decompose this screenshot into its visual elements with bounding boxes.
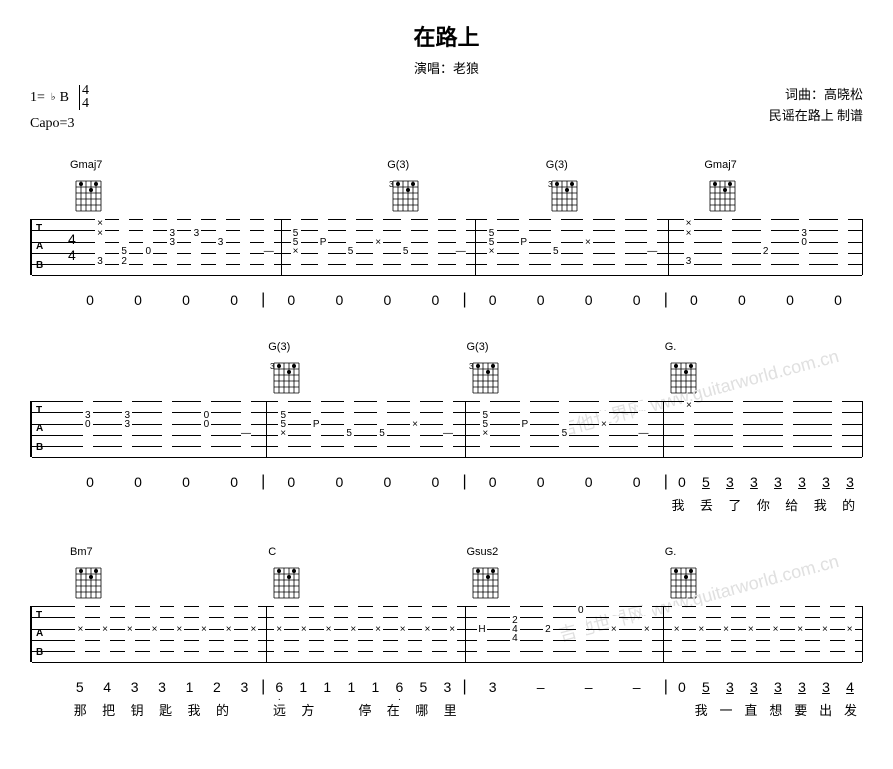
lyric-char: 直 [744,700,758,719]
lyric-char: 的 [842,495,856,514]
lyric-char: 方 [301,700,315,719]
lyric-char: 你 [756,495,770,514]
lyric-char: 了 [728,495,742,514]
chord-diagram: Bm7 [70,546,106,604]
chord-diagram: G. [665,341,701,399]
lyric-char: 那 [73,700,87,719]
lyric-char: 我 [187,700,201,719]
chord-diagram: G. [665,546,701,604]
lyric-char: 里 [443,700,457,719]
lyric-char [358,495,372,514]
singer-line: 演唱：老狼 [30,58,863,77]
system-1: Gmaj7 G(3) 3 G(3) 3 Gmaj7 TAB 44 ××35203… [30,157,863,309]
lyric-char: 发 [844,700,858,719]
lyric-char [632,700,646,719]
lyric-char [669,700,683,719]
chord-diagram: G(3) 3 [387,159,423,217]
chord-diagram: Gmaj7 [70,159,106,217]
system-3: 吉他世界网 www.guitarworld.com.cn Bm7 C Gsus2… [30,544,863,719]
song-title: 在路上 [30,20,863,52]
chord-diagram: C [268,546,304,604]
lyric-char: 哪 [415,700,429,719]
system-2: 吉他世界网 www.guitarworld.com.cn G(3) 3 G(3)… [30,339,863,514]
lyric-char [244,700,258,719]
chord-diagram: G(3) 3 [546,159,582,217]
lyric-char: 我 [694,700,708,719]
lyric-char: 给 [785,495,799,514]
lyric-char [582,700,596,719]
lyric-char [329,700,343,719]
chord-diagram: Gmaj7 [704,159,740,217]
chord-diagram: G(3) 3 [467,341,503,399]
lyric-char: 的 [215,700,229,719]
lyric-char [532,700,546,719]
key-signature: 1=♭B 44 [30,85,89,110]
chord-diagram: G(3) 3 [268,341,304,399]
svg-text:3: 3 [469,362,474,371]
lyric-char: 把 [102,700,116,719]
lyric-char: 匙 [159,700,173,719]
svg-text:3: 3 [389,180,394,189]
lyric-char [557,495,571,514]
svg-text:3: 3 [548,180,553,189]
lyric-char [159,495,173,514]
lyric-char: 我 [813,495,827,514]
lyric-char: 一 [719,700,733,719]
meta-bar: 1=♭B 44 Capo=3 词曲：高晓松 民谣在路上 制谱 [30,85,863,132]
lyric-char [482,700,496,719]
lyric-char: 要 [794,700,808,719]
svg-text:3: 3 [270,362,275,371]
lyric-char: 想 [769,700,783,719]
lyric-char: 停 [358,700,372,719]
lyric-char: 钥 [130,700,144,719]
chord-diagram: Gsus2 [467,546,503,604]
lyric-char: 我 [671,495,685,514]
capo-label: Capo=3 [30,116,89,132]
lyric-char: 丢 [699,495,713,514]
credits: 词曲：高晓松 民谣在路上 制谱 [769,85,863,127]
lyric-char: 出 [819,700,833,719]
